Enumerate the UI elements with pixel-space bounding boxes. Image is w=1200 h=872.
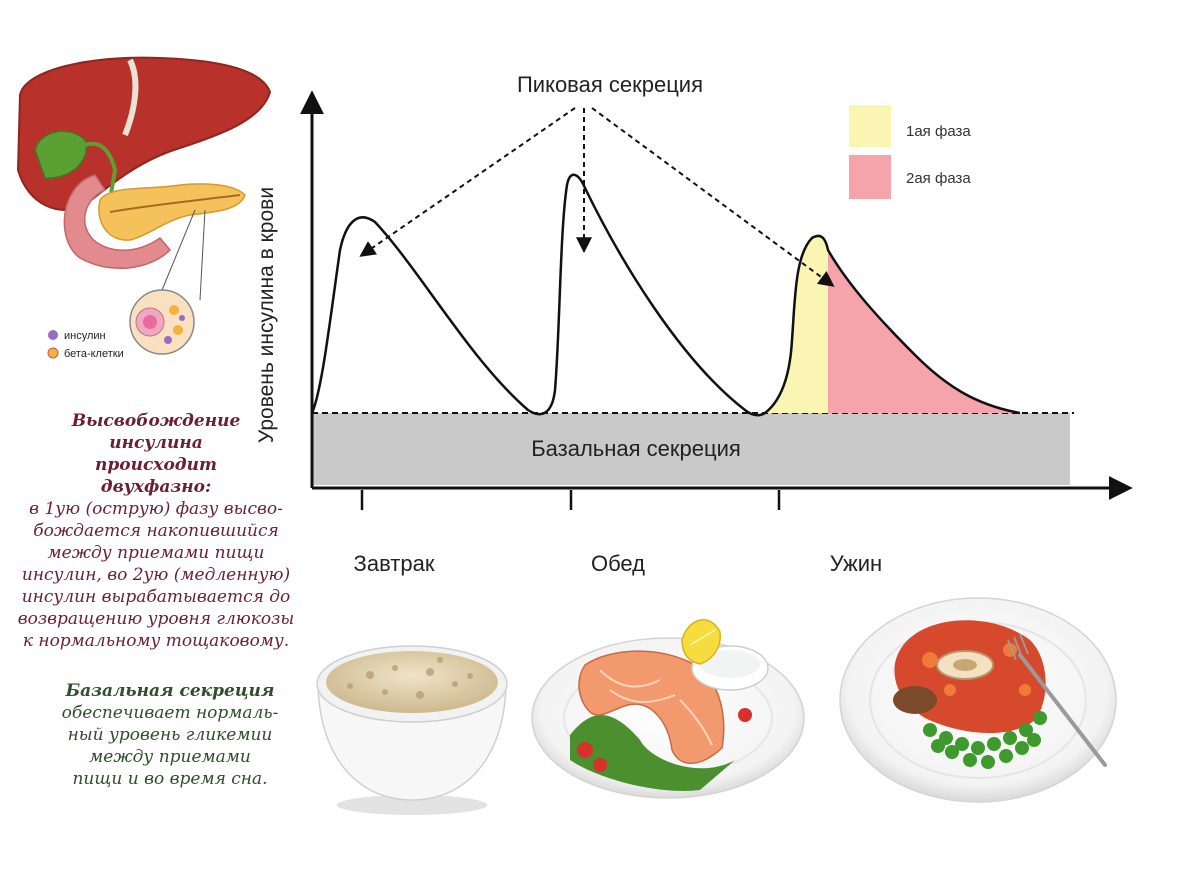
y-axis-label: Уровень инсулина в крови [255, 187, 278, 443]
beta-cell-legend-label: бета-клетки [64, 348, 124, 360]
peak-secretion-label: Пиковая секреция [517, 72, 703, 97]
basal-secretion-band [312, 413, 1070, 485]
basal-secretion-note: Базальная секреция обеспечивает нормаль-… [40, 680, 300, 790]
basal-note-body-line: между приемами [89, 747, 251, 767]
phase2-legend-swatch [849, 155, 891, 199]
dinner-label: Ужин [830, 551, 882, 576]
release-note-body-line: бождается накопившийся [33, 521, 279, 541]
salmon-plate-image [531, 619, 805, 799]
liver-pancreas-illustration: инсулин бета-клетки [16, 56, 272, 360]
lunch-label: Обед [591, 551, 645, 576]
insulin-legend-dot [48, 330, 58, 340]
release-note-heading-line: двухфазно: [100, 477, 212, 497]
phase1-legend-label: 1ая фаза [906, 123, 971, 140]
basal-note-body-line: пищи и во время сна. [72, 769, 268, 789]
basal-note-heading: Базальная секреция [65, 681, 275, 701]
basal-secretion-label: Базальная секреция [531, 436, 741, 461]
release-note-body-line: инсулин, во 2ую (медленную) [21, 565, 291, 585]
stew-peas-plate-image [839, 597, 1117, 803]
pancreas-shape [98, 183, 246, 241]
breakfast-label: Завтрак [354, 551, 435, 576]
basal-note-body-line: ный уровень гликемии [67, 725, 273, 745]
release-note-body-line: возвращению уровня глюкозы [17, 609, 295, 629]
phase1-legend-swatch [849, 105, 891, 147]
two-phase-release-note: Высвобождение инсулина происходит двухфа… [6, 410, 306, 652]
beta-cell-legend-dot [47, 347, 59, 359]
release-note-body-line: между приемами пищи [47, 543, 265, 563]
peak-arrow-dinner [591, 107, 835, 287]
gallbladder-shape [34, 130, 88, 179]
release-note-body-line: инсулин вырабатывается до [21, 587, 291, 607]
release-note-body-line: в 1ую (острую) фазу высво- [29, 499, 283, 519]
release-note-heading-line: инсулина [109, 433, 203, 453]
insulin-legend-label: инсулин [64, 330, 106, 342]
release-note-heading-line: происходит [95, 455, 217, 475]
duodenum-shape [63, 174, 172, 269]
release-note-heading-line: Высвобождение [71, 411, 241, 431]
phase1-fill [765, 235, 828, 413]
phase2-legend-label: 2ая фаза [906, 170, 971, 187]
release-note-body-line: к нормальному тощаковому. [22, 631, 290, 651]
phase2-fill [828, 250, 1020, 413]
peak-arrow-breakfast [359, 107, 576, 257]
insulin-curve-chart [300, 90, 1133, 510]
basal-note-body-line: обеспечивает нормаль- [61, 703, 279, 723]
insulin-level-curve [310, 173, 1021, 417]
oatmeal-bowl-image [316, 645, 508, 815]
